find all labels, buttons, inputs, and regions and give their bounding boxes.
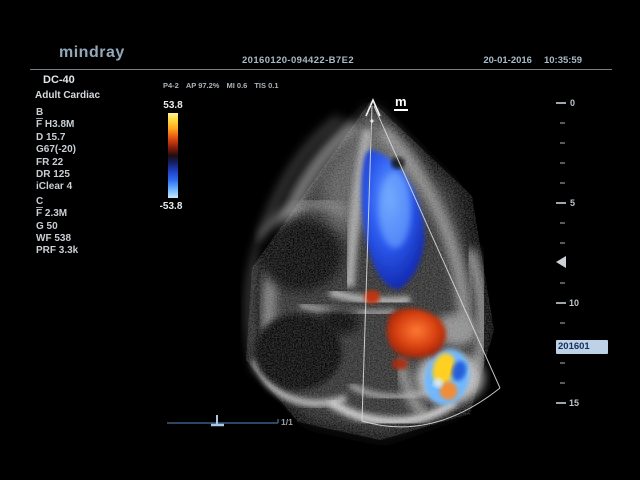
cine-scroll-indicator[interactable] [167, 415, 279, 427]
system-model-label: DC-40 [43, 74, 75, 86]
depth-label-0: 0 [570, 98, 576, 108]
depth-ruler-ticks [556, 102, 566, 404]
orientation-marker: m [394, 94, 408, 111]
tis-label: TIS 0.1 [254, 81, 279, 90]
b-param-depth: D 15.7 [36, 131, 66, 143]
focus-marker-icon [556, 256, 566, 268]
b-param-dynamicrange: DR 125 [36, 169, 70, 181]
c-param-prf: PRF 3.3k [36, 245, 79, 257]
parameter-column: B F H3.8M D 15.7 G67(-20) FR 22 DR 125 i… [36, 105, 136, 258]
c-param-gain: G 50 [36, 220, 58, 232]
page-indicator: 1/1 [281, 417, 293, 427]
colorbar-min-velocity: -53.8 [159, 201, 183, 212]
c-mode-section-label: C [36, 195, 44, 208]
time-label: 10:35:59 [543, 55, 582, 66]
red-jet [386, 308, 447, 358]
header-divider [30, 69, 612, 70]
mosaic-jet [424, 349, 470, 405]
datetime: 20-01-2016 10:35:59 [483, 55, 582, 66]
acoustic-power-label: AP 97.2% [185, 81, 220, 90]
b-mode-section-label: B [36, 107, 44, 119]
b-param-gain: G67(-20) [36, 144, 77, 156]
mindray-logo: mindray [59, 44, 125, 61]
doppler-colorbar [168, 113, 178, 198]
b-param-iclear: iClear 4 [36, 181, 73, 193]
probe-label: P4-2 [163, 81, 179, 90]
date-label: 20-01-2016 [483, 55, 532, 66]
b-param-frequency: F H3.8M [36, 119, 75, 131]
c-param-frequency: F 2.3M [36, 208, 68, 220]
apex-marker-icon [365, 98, 381, 123]
red-fleck [364, 290, 380, 304]
depth-label-10: 10 [569, 298, 580, 308]
c-param-wallfilter: WF 538 [36, 233, 72, 245]
acquisition-info: P4-2 AP 97.2% MI 0.6 TIS 0.1 [163, 81, 279, 90]
grayscale-anatomy [245, 100, 494, 440]
mi-label: MI 0.6 [226, 81, 248, 90]
colorbar-max-velocity: 53.8 [163, 100, 183, 111]
color-roi-outline [361, 105, 501, 428]
b-param-framerate: FR 22 [36, 156, 64, 168]
thumbnail-label[interactable]: 201601 [556, 340, 608, 354]
depth-label-5: 5 [570, 198, 576, 208]
depth-label-15: 15 [569, 398, 580, 408]
study-id: 20160120-094422-B7E2 [241, 55, 355, 66]
exam-preset-label: Adult Cardiac [35, 90, 101, 101]
